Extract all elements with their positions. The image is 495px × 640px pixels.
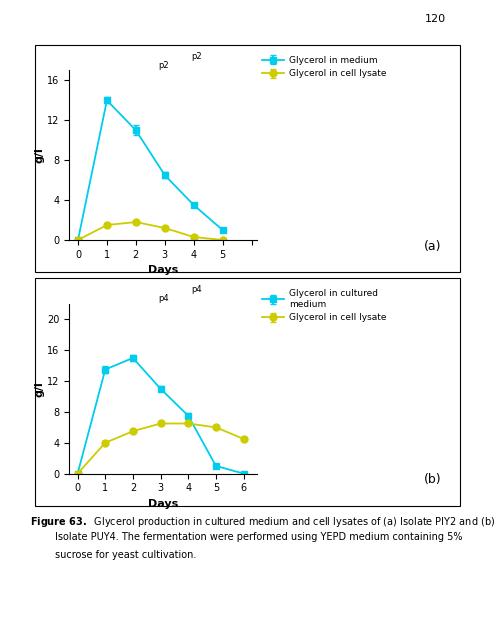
Text: 120: 120 — [425, 14, 446, 24]
Text: p4: p4 — [191, 285, 202, 294]
Title: p4: p4 — [158, 294, 169, 303]
X-axis label: Days: Days — [148, 265, 179, 275]
Text: sucrose for yeast cultivation.: sucrose for yeast cultivation. — [30, 550, 196, 560]
X-axis label: Days: Days — [148, 499, 179, 509]
Title: p2: p2 — [158, 61, 169, 70]
Y-axis label: g/l: g/l — [35, 381, 45, 397]
Legend: Glycerol in cultured
medium, Glycerol in cell lysate: Glycerol in cultured medium, Glycerol in… — [262, 289, 387, 322]
Text: (a): (a) — [424, 240, 442, 253]
Legend: Glycerol in medium, Glycerol in cell lysate: Glycerol in medium, Glycerol in cell lys… — [262, 56, 387, 78]
Text: p2: p2 — [191, 52, 202, 61]
Text: (b): (b) — [424, 474, 442, 486]
Text: $\bf{Figure\ 63.}$  Glycerol production in cultured medium and cell lysates of (: $\bf{Figure\ 63.}$ Glycerol production i… — [30, 515, 495, 529]
Y-axis label: g/l: g/l — [35, 147, 45, 163]
Text: Isolate PUY4. The fermentation were performed using YEPD medium containing 5%: Isolate PUY4. The fermentation were perf… — [30, 532, 462, 543]
